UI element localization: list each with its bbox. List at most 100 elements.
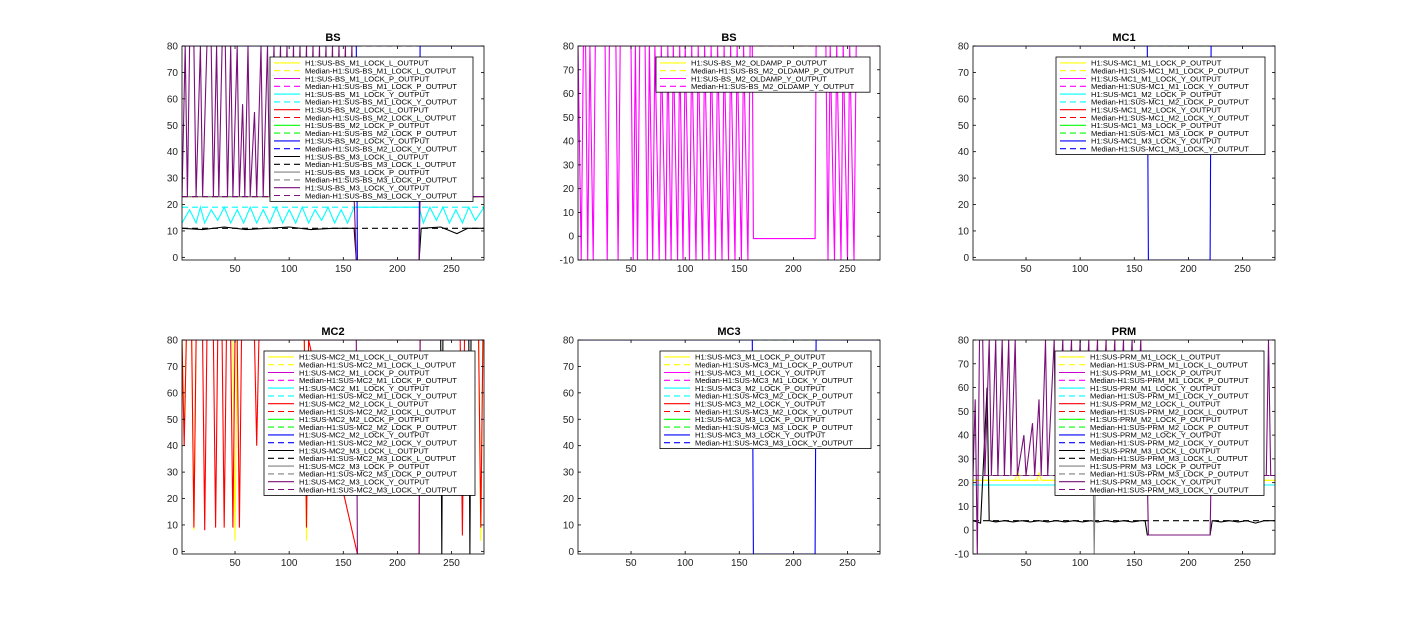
legend-label: H1:SUS-PRM_M3_LOCK_P_OUTPUT — [1090, 462, 1222, 471]
y-tick-label: 80 — [563, 336, 575, 347]
x-tick-label: 150 — [1126, 558, 1143, 569]
legend-label: Median-H1:SUS-MC2_M2_LOCK_P_OUTPUT — [299, 423, 457, 432]
legend-label: Median-H1:SUS-BS_M1_LOCK_P_OUTPUT — [305, 82, 457, 91]
legend-label: H1:SUS-MC2_M1_LOCK_L_OUTPUT — [299, 353, 429, 362]
plot-frame — [577, 45, 881, 261]
legend-label: H1:SUS-MC3_M1_LOCK_P_OUTPUT — [695, 353, 826, 362]
y-tick-label: 70 — [167, 68, 179, 79]
y-tick-label: 0 — [963, 253, 969, 264]
legend-label: Median-H1:SUS-MC3_M1_LOCK_P_OUTPUT — [695, 361, 853, 370]
y-tick-label: 30 — [563, 160, 575, 171]
legend-label: H1:SUS-MC1_M2_LOCK_Y_OUTPUT — [1091, 106, 1222, 115]
legend-label: H1:SUS-MC2_M3_LOCK_Y_OUTPUT — [299, 478, 430, 487]
y-tick-label: 0 — [963, 526, 969, 537]
legend-label: H1:SUS-PRM_M1_LOCK_Y_OUTPUT — [1090, 384, 1222, 393]
y-tick-label: 10 — [563, 520, 575, 531]
y-tick-label: 0 — [568, 232, 574, 243]
legend-box — [269, 56, 474, 202]
plot-frame — [181, 45, 485, 261]
legend-label: Median-H1:SUS-BS_M3_LOCK_P_OUTPUT — [305, 176, 457, 185]
y-tick-label: 30 — [563, 468, 575, 479]
x-tick-label: 50 — [229, 264, 241, 275]
legend-label: Median-H1:SUS-MC3_M2_LOCK_Y_OUTPUT — [695, 407, 853, 416]
y-tick-label: 60 — [563, 388, 575, 399]
y-tick-label: 50 — [958, 121, 970, 132]
legend-label: Median-H1:SUS-MC2_M2_LOCK_Y_OUTPUT — [299, 439, 457, 448]
y-tick-label: 60 — [958, 383, 970, 394]
legend-box — [1054, 350, 1265, 496]
legend-label: Median-H1:SUS-PRM_M3_LOCK_L_OUTPUT — [1090, 454, 1248, 463]
x-tick-label: 50 — [625, 264, 637, 275]
chart-panel-2: BS 50 100 150 200 250 -10 0 10 20 30 40 50 60 70 80 H1:S… — [560, 32, 881, 275]
legend-label: Median-H1:SUS-BS_M2_LOCK_L_OUTPUT — [305, 113, 456, 122]
y-tick-label: 40 — [958, 431, 970, 442]
legend-label: Median-H1:SUS-PRM_M2_LOCK_P_OUTPUT — [1090, 423, 1249, 432]
legend-label: Median-H1:SUS-MC3_M3_LOCK_Y_OUTPUT — [695, 439, 853, 448]
x-tick-label: 250 — [443, 558, 460, 569]
y-tick-label: 40 — [167, 147, 179, 158]
legend-label: H1:SUS-PRM_M3_LOCK_L_OUTPUT — [1090, 446, 1221, 455]
legend-label: H1:SUS-BS_M1_LOCK_Y_OUTPUT — [305, 90, 430, 99]
legend: H1:SUS-MC2_M1_LOCK_L_OUTPUT Median-H1:SUS… — [263, 350, 476, 496]
legend-label: Median-H1:SUS-MC3_M3_LOCK_P_OUTPUT — [695, 423, 853, 432]
legend-label: H1:SUS-BS_M3_LOCK_Y_OUTPUT — [305, 184, 430, 193]
legend-label: H1:SUS-MC2_M3_LOCK_P_OUTPUT — [299, 462, 430, 471]
legend-label: H1:SUS-MC2_M2_LOCK_L_OUTPUT — [299, 400, 429, 409]
y-tick-label: 80 — [167, 42, 179, 53]
legend-label: Median-H1:SUS-MC2_M2_LOCK_L_OUTPUT — [299, 407, 456, 416]
legend-label: Median-H1:SUS-PRM_M1_LOCK_L_OUTPUT — [1090, 361, 1248, 370]
legend-label: H1:SUS-MC1_M1_LOCK_P_OUTPUT — [1091, 59, 1222, 68]
y-tick-label: 50 — [563, 113, 575, 124]
y-tick-label: 80 — [167, 336, 179, 347]
x-tick-label: 50 — [1020, 558, 1032, 569]
legend-label: Median-H1:SUS-PRM_M2_LOCK_Y_OUTPUT — [1090, 439, 1249, 448]
legend-label: Median-H1:SUS-MC1_M3_LOCK_Y_OUTPUT — [1091, 145, 1249, 154]
legend-label: H1:SUS-PRM_M3_LOCK_Y_OUTPUT — [1090, 478, 1222, 487]
legend-label: H1:SUS-BS_M3_LOCK_L_OUTPUT — [305, 152, 429, 161]
x-tick-label: 250 — [839, 558, 856, 569]
legend-label: Median-H1:SUS-PRM_M2_LOCK_L_OUTPUT — [1090, 407, 1248, 416]
chart-panel-5: MC3 50 100 150 200 250 0 10 20 30 40 50 60 70 80 H1:SUS… — [563, 326, 881, 569]
legend-label: Median-H1:SUS-BS_M2_OLDAMP_Y_OUTPUT — [691, 82, 855, 91]
legend-label: Median-H1:SUS-BS_M3_LOCK_L_OUTPUT — [305, 160, 456, 169]
legend-label: H1:SUS-BS_M2_OLDAMP_Y_OUTPUT — [691, 74, 827, 83]
y-tick-label: 40 — [167, 441, 179, 452]
y-tick-label: 70 — [167, 362, 179, 373]
y-tick-label: 20 — [563, 494, 575, 505]
legend-box — [659, 350, 872, 449]
y-tick-label: 0 — [568, 547, 574, 558]
y-tick-label: 20 — [167, 494, 179, 505]
legend-label: H1:SUS-MC2_M2_LOCK_Y_OUTPUT — [299, 431, 430, 440]
legend-label: Median-H1:SUS-BS_M2_LOCK_Y_OUTPUT — [305, 145, 457, 154]
series-line — [182, 205, 484, 225]
plot-frame — [181, 339, 485, 555]
y-tick-label: 40 — [958, 147, 970, 158]
x-tick-label: 100 — [677, 558, 694, 569]
x-tick-label: 100 — [281, 264, 298, 275]
y-tick-label: -10 — [955, 550, 970, 561]
y-tick-label: 50 — [958, 407, 970, 418]
x-tick-label: 100 — [677, 264, 694, 275]
plot-frame — [972, 45, 1276, 261]
legend-label: H1:SUS-BS_M3_LOCK_P_OUTPUT — [305, 168, 430, 177]
legend-label: Median-H1:SUS-BS_M3_LOCK_Y_OUTPUT — [305, 191, 457, 200]
x-tick-label: 50 — [229, 558, 241, 569]
y-tick-label: 20 — [958, 478, 970, 489]
x-tick-label: 100 — [1072, 558, 1089, 569]
legend-label: H1:SUS-PRM_M2_LOCK_L_OUTPUT — [1090, 400, 1221, 409]
legend: H1:SUS-MC1_M1_LOCK_P_OUTPUT Median-H1:SUS… — [1055, 56, 1266, 155]
legend-label: Median-H1:SUS-PRM_M1_LOCK_P_OUTPUT — [1090, 376, 1249, 385]
legend-box — [1055, 56, 1266, 155]
y-tick-label: 20 — [958, 200, 970, 211]
y-tick-label: 0 — [172, 547, 178, 558]
chart-panel-3: MC1 50 100 150 200 250 0 10 20 30 40 50 60 70 80 H1:SUS… — [958, 32, 1276, 275]
legend-label: H1:SUS-MC2_M1_LOCK_Y_OUTPUT — [299, 384, 430, 393]
chart-title: BS — [721, 32, 736, 44]
chart-title: BS — [325, 32, 340, 44]
x-tick-label: 200 — [1180, 558, 1197, 569]
y-tick-label: 50 — [563, 415, 575, 426]
legend-label: H1:SUS-MC2_M1_LOCK_P_OUTPUT — [299, 368, 430, 377]
legend-label: H1:SUS-MC2_M2_LOCK_P_OUTPUT — [299, 415, 430, 424]
x-tick-label: 200 — [389, 558, 406, 569]
